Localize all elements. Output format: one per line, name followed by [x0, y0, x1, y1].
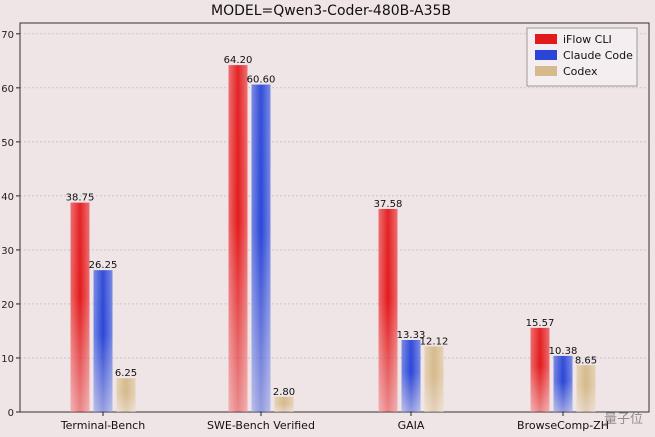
y-tick-label: 30: [1, 246, 14, 257]
bar-highlight: [116, 378, 136, 412]
y-tick-label: 0: [8, 408, 14, 419]
data-label: 26.25: [89, 260, 118, 271]
legend-swatch-iflow: [535, 34, 557, 44]
data-label: 6.25: [115, 368, 137, 379]
data-label: 15.57: [526, 318, 555, 329]
bar-highlight: [576, 365, 596, 412]
data-label: 64.20: [224, 55, 253, 66]
data-labels: 38.75 64.20 37.58 15.57 26.25 60.60 13.33 10.38…: [66, 55, 597, 398]
bar-highlight: [93, 270, 113, 412]
bar-highlight: [378, 208, 398, 412]
bar-highlight: [70, 202, 90, 412]
legend-label-claude: Claude Code: [563, 49, 633, 62]
x-tick-label: BrowseComp-ZH: [517, 419, 609, 432]
bar-highlight: [553, 355, 573, 412]
bars: [70, 65, 596, 413]
watermark-text: 量子位: [603, 412, 643, 427]
data-label: 38.75: [66, 193, 95, 204]
x-tick-label: GAIA: [398, 419, 425, 432]
data-label: 8.65: [575, 355, 597, 366]
y-tick-label: 10: [1, 354, 14, 365]
y-tick-label: 40: [1, 192, 14, 203]
bar-highlight: [251, 84, 271, 412]
bar-highlight: [401, 339, 421, 412]
plot-frame: [19, 22, 650, 413]
legend-swatch-claude: [535, 50, 557, 60]
legend: iFlow CLI Claude Code Codex: [526, 27, 638, 87]
legend-swatch-codex: [535, 66, 557, 76]
data-label: 13.33: [397, 330, 426, 341]
data-label: 12.12: [420, 337, 449, 348]
x-tick-label: SWE-Bench Verified: [207, 419, 315, 432]
y-tick-label: 50: [1, 138, 14, 149]
y-tick-label: 20: [1, 300, 14, 311]
bar-highlight: [424, 346, 444, 412]
legend-label-iflow: iFlow CLI: [563, 33, 612, 46]
data-label: 60.60: [247, 75, 276, 86]
bar-highlight: [228, 65, 248, 413]
bar-highlight: [274, 396, 294, 412]
chart-title: MODEL=Qwen3-Coder-480B-A35B: [211, 3, 451, 19]
data-label: 10.38: [549, 346, 578, 357]
axes: 0 10 20 30 40 50 60 70 Terminal-Bench SWE-Bench V…: [1, 22, 650, 432]
y-tick-label: 70: [1, 30, 14, 41]
y-tick-label: 60: [1, 84, 14, 95]
data-label: 2.80: [273, 387, 295, 398]
bar-highlight: [530, 327, 550, 412]
legend-label-codex: Codex: [563, 65, 598, 78]
data-label: 37.58: [374, 199, 403, 210]
x-tick-label: Terminal-Bench: [60, 419, 145, 432]
